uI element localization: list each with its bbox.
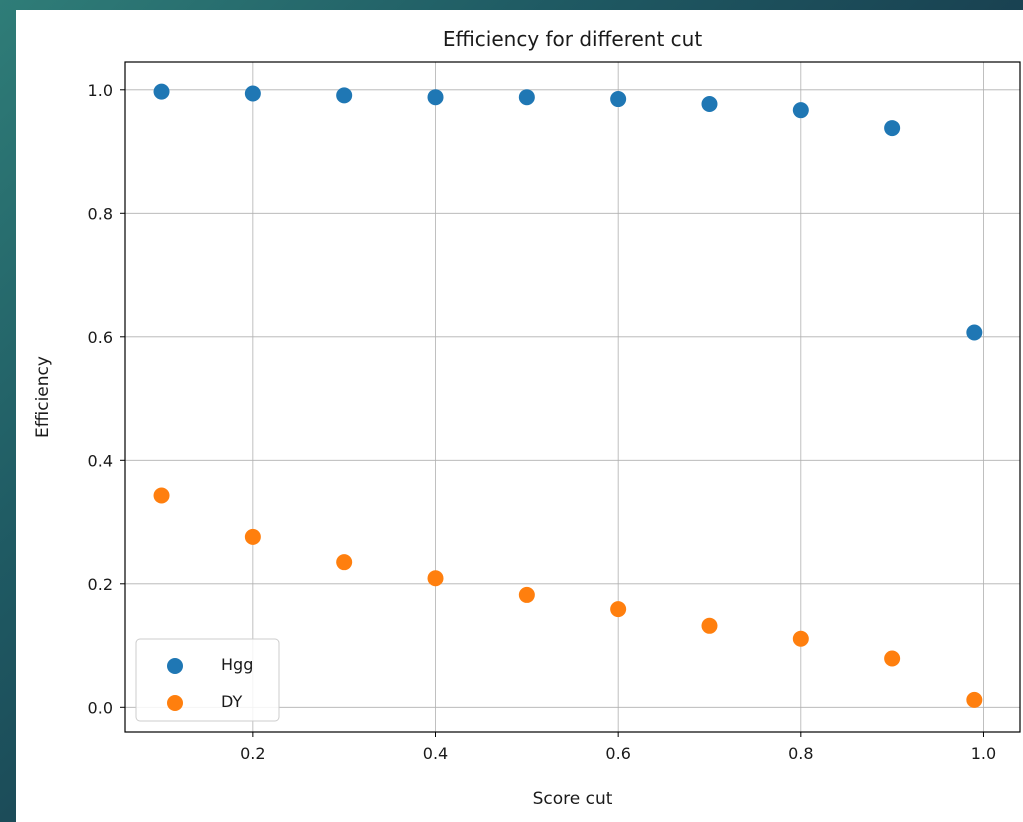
data-point-dy (153, 487, 170, 504)
legend-label-hgg: Hgg (221, 655, 253, 674)
legend-box (135, 638, 280, 722)
data-point-dy (701, 617, 718, 634)
y-tick-label: 1.0 (88, 81, 113, 100)
x-tick-label: 0.2 (240, 744, 265, 763)
plot-area (124, 61, 1021, 733)
x-tick-label: 0.6 (605, 744, 630, 763)
data-point-dy (884, 650, 901, 667)
data-point-hgg (792, 102, 809, 119)
y-tick-label: 0.8 (88, 204, 113, 223)
scatter-chart: Efficiency for different cut 0.2 0.4 0.6 0.… (33, 27, 1021, 809)
data-point-hgg (336, 87, 353, 104)
data-point-dy (518, 586, 535, 603)
data-point-dy (336, 554, 353, 571)
data-point-hgg (427, 89, 444, 106)
legend-marker-hgg (167, 658, 183, 674)
chart-figure: Efficiency for different cut 0.2 0.4 0.6 0.… (16, 10, 1023, 822)
data-point-dy (610, 601, 627, 618)
data-point-hgg (153, 83, 170, 100)
x-axis-label: Score cut (533, 789, 613, 809)
data-point-hgg (701, 95, 718, 112)
y-tick-label: 0.0 (88, 698, 113, 717)
y-tick-label: 0.6 (88, 328, 113, 347)
legend: Hgg DY (135, 638, 280, 722)
data-point-hgg (518, 89, 535, 106)
legend-label-dy: DY (221, 692, 242, 711)
data-point-hgg (244, 85, 261, 102)
data-point-hgg (884, 120, 901, 137)
data-point-dy (966, 691, 983, 708)
data-point-hgg (966, 324, 983, 341)
legend-marker-dy (167, 695, 183, 711)
data-point-dy (427, 570, 444, 587)
y-axis-label: Efficiency (33, 356, 53, 438)
x-tick-label: 0.8 (788, 744, 813, 763)
x-tick-label: 0.4 (423, 744, 448, 763)
data-point-dy (792, 630, 809, 647)
data-points (153, 83, 983, 708)
axis-ticks: 0.2 0.4 0.6 0.8 1.0 0.0 0.2 0.4 0.6 0.8 1.0 (88, 81, 997, 763)
data-point-dy (244, 528, 261, 545)
chart-title: Efficiency for different cut (443, 27, 703, 51)
x-tick-label: 1.0 (971, 744, 996, 763)
data-point-hgg (610, 91, 627, 108)
y-tick-label: 0.4 (88, 451, 113, 470)
grid-lines (125, 62, 1020, 732)
y-tick-label: 0.2 (88, 575, 113, 594)
